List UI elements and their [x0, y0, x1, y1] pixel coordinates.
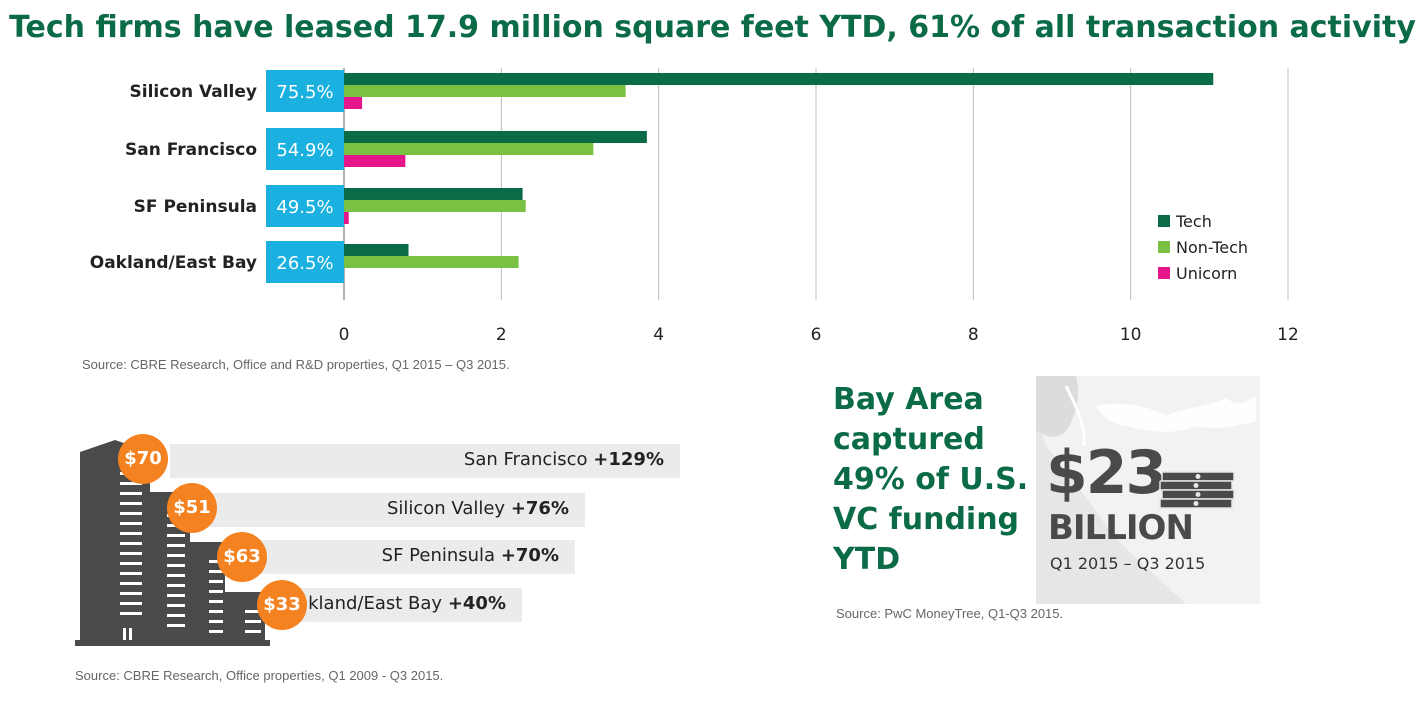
bar-unicorn	[344, 155, 406, 167]
rent-change: +76%	[510, 498, 569, 519]
rent-row-label: SF Peninsula +70%	[382, 545, 559, 566]
source-note-top: Source: CBRE Research, Office and R&D pr…	[82, 357, 510, 372]
rent-market-name: San Francisco	[463, 449, 588, 470]
rent-change: +70%	[500, 545, 559, 566]
share-badge-label: 26.5%	[276, 253, 333, 274]
rent-change: +129%	[593, 449, 664, 470]
rent-row-san-francisco: San Francisco +129%	[170, 444, 680, 478]
x-tick-label: 10	[1120, 325, 1142, 345]
category-label: Silicon Valley	[130, 82, 257, 102]
source-note-bottom-right: Source: PwC MoneyTree, Q1-Q3 2015.	[836, 606, 1064, 621]
building-illustration-icon	[75, 440, 270, 646]
rent-row-oakland-east-bay: Oakland/East Bay +40%	[280, 588, 522, 622]
money-stack-icon	[1159, 471, 1235, 509]
leasing-bar-chart: 0 2 4 6 8 10 12 Silicon Valley 75.5% San Francisc…	[90, 68, 1299, 345]
bar-tech	[344, 131, 647, 143]
vc-period: Q1 2015 – Q3 2015	[1050, 554, 1206, 573]
legend-item-non-tech: Non-Tech	[1158, 234, 1248, 260]
rent-market-name: Silicon Valley	[386, 498, 506, 519]
vc-amount: $23	[1046, 438, 1167, 508]
legend-item-unicorn: Unicorn	[1158, 260, 1248, 286]
legend-label-tech: Tech	[1176, 211, 1212, 231]
share-badge-label: 75.5%	[276, 82, 333, 103]
vc-unit: BILLION	[1048, 508, 1194, 548]
x-tick-label: 4	[653, 325, 664, 345]
rent-row-label: Silicon Valley +76%	[387, 498, 569, 519]
bar-tech	[344, 73, 1214, 85]
chart-title: Tech firms have leased 17.9 million squa…	[9, 10, 1416, 45]
x-tick-label: 2	[496, 325, 507, 345]
category-label: San Francisco	[125, 140, 257, 160]
share-badge	[266, 241, 344, 283]
share-badge	[266, 70, 344, 112]
bar-non-tech	[344, 143, 594, 155]
x-tick-label: 12	[1277, 325, 1299, 345]
x-tick-label: 8	[968, 325, 979, 345]
rent-change: +40%	[447, 593, 506, 614]
share-badge	[266, 185, 344, 227]
vc-funding-panel: $23 BILLION Q1 2015 – Q3 2015	[1036, 376, 1260, 604]
legend-label-non-tech: Non-Tech	[1176, 237, 1249, 257]
legend-swatch-unicorn	[1158, 267, 1170, 279]
bar-non-tech	[344, 256, 519, 268]
x-tick-label: 6	[811, 325, 822, 345]
share-badge-label: 54.9%	[276, 140, 333, 161]
bar-non-tech	[344, 200, 526, 212]
category-label: Oakland/East Bay	[90, 253, 257, 273]
bay-area-map-icon	[1036, 376, 1260, 604]
legend-swatch-non-tech	[1158, 241, 1170, 253]
vc-headline: Bay Area captured 49% of U.S. VC funding…	[833, 382, 1029, 577]
x-tick-label: 0	[339, 325, 350, 345]
bar-unicorn	[344, 212, 349, 224]
rent-bubble-san-francisco: $70	[118, 434, 168, 484]
rent-market-name: Oakland/East Bay	[282, 593, 443, 614]
rent-row-sf-peninsula: SF Peninsula +70%	[245, 540, 575, 574]
rent-market-name: SF Peninsula	[381, 545, 496, 566]
bar-unicorn	[344, 97, 363, 109]
rent-growth-infographic: San Francisco +129% Silicon Valley +76% …	[75, 432, 695, 652]
rent-row-silicon-valley: Silicon Valley +76%	[205, 493, 585, 527]
legend-label-unicorn: Unicorn	[1176, 263, 1238, 283]
bar-tech	[344, 188, 523, 200]
legend-swatch-tech	[1158, 215, 1170, 227]
chart-legend: Tech Non-Tech Unicorn	[1158, 208, 1248, 286]
share-badge-label: 49.5%	[276, 197, 333, 218]
bar-non-tech	[344, 85, 626, 97]
rent-bubble-sf-peninsula: $63	[217, 532, 267, 582]
legend-item-tech: Tech	[1158, 208, 1248, 234]
source-note-bottom-left: Source: CBRE Research, Office properties…	[75, 668, 444, 683]
rent-bubble-oakland-east-bay: $33	[257, 580, 307, 630]
rent-row-label: Oakland/East Bay +40%	[283, 593, 506, 614]
share-badge	[266, 128, 344, 170]
category-label: SF Peninsula	[134, 197, 257, 217]
rent-bubble-silicon-valley: $51	[167, 483, 217, 533]
bar-tech	[344, 244, 409, 256]
rent-row-label: San Francisco +129%	[464, 449, 664, 470]
